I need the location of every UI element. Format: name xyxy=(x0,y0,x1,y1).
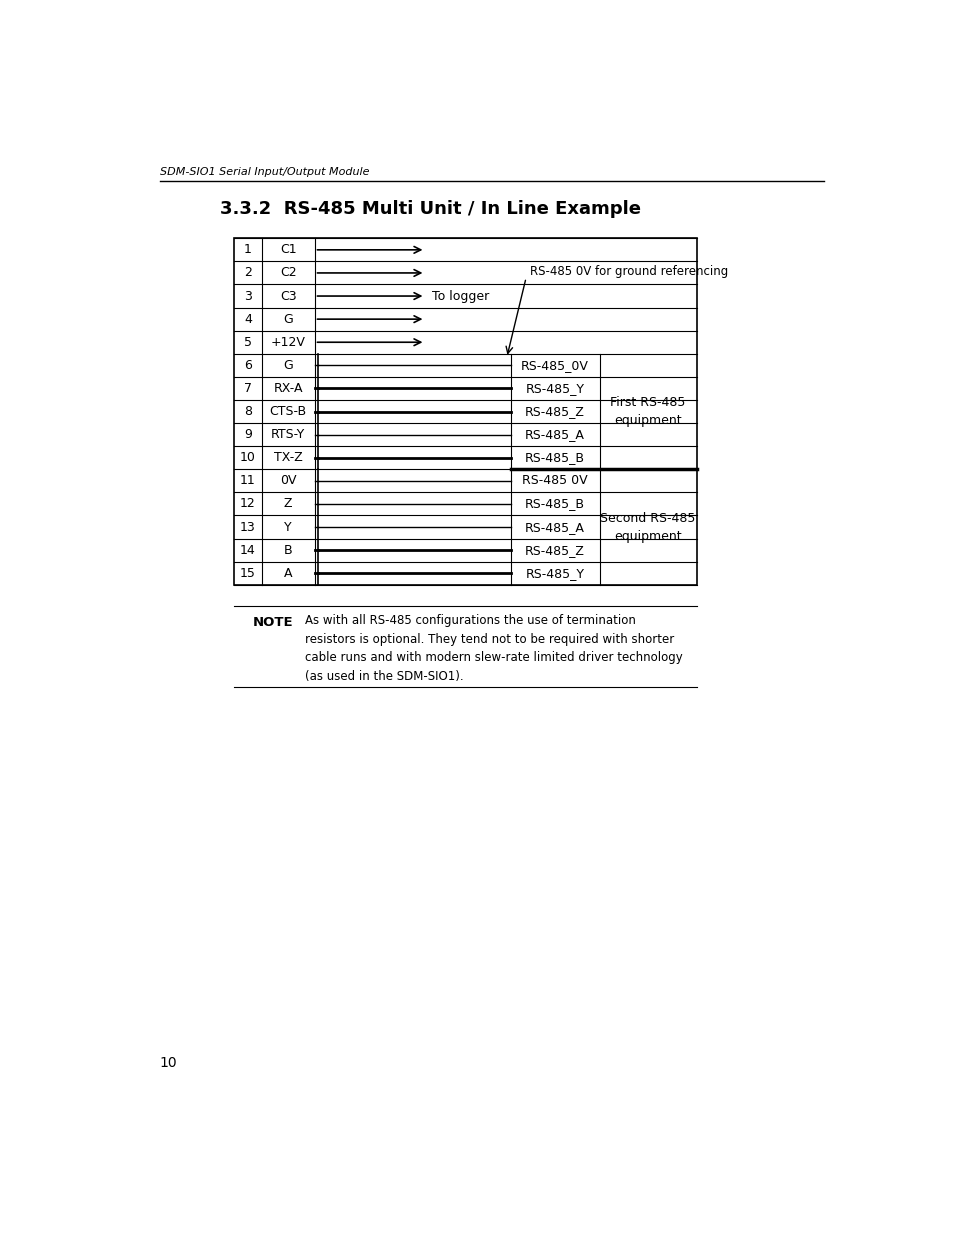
Text: RS-485_Z: RS-485_Z xyxy=(525,543,584,557)
Text: 0V: 0V xyxy=(279,474,296,488)
Text: 2: 2 xyxy=(244,267,252,279)
Text: SDM-SIO1 Serial Input/Output Module: SDM-SIO1 Serial Input/Output Module xyxy=(159,168,369,178)
Text: CTS-B: CTS-B xyxy=(270,405,307,417)
Text: 3.3.2  RS-485 Multi Unit / In Line Example: 3.3.2 RS-485 Multi Unit / In Line Exampl… xyxy=(220,200,640,217)
Text: 12: 12 xyxy=(240,498,255,510)
Text: Z: Z xyxy=(284,498,293,510)
Text: RS-485_A: RS-485_A xyxy=(525,429,584,441)
Text: 8: 8 xyxy=(244,405,252,417)
Text: To logger: To logger xyxy=(431,289,488,303)
Text: RS-485_B: RS-485_B xyxy=(525,451,584,464)
Text: 10: 10 xyxy=(240,451,255,464)
Text: RS-485_Y: RS-485_Y xyxy=(525,567,584,579)
Text: 7: 7 xyxy=(244,382,252,395)
Text: First RS-485
equipment: First RS-485 equipment xyxy=(610,396,685,427)
Text: RTS-Y: RTS-Y xyxy=(271,429,305,441)
Text: C3: C3 xyxy=(279,289,296,303)
Text: 13: 13 xyxy=(240,520,255,534)
Text: Second RS-485
equipment: Second RS-485 equipment xyxy=(599,511,695,542)
Text: B: B xyxy=(284,543,293,557)
Text: A: A xyxy=(284,567,293,579)
Text: 6: 6 xyxy=(244,359,252,372)
Text: 9: 9 xyxy=(244,429,252,441)
Text: 11: 11 xyxy=(240,474,255,488)
Text: RX-A: RX-A xyxy=(274,382,303,395)
Text: G: G xyxy=(283,312,293,326)
Text: C2: C2 xyxy=(279,267,296,279)
Text: 1: 1 xyxy=(244,243,252,257)
Text: TX-Z: TX-Z xyxy=(274,451,302,464)
Text: 10: 10 xyxy=(159,1056,177,1070)
Text: C1: C1 xyxy=(279,243,296,257)
Text: RS-485_Z: RS-485_Z xyxy=(525,405,584,417)
Text: RS-485 0V: RS-485 0V xyxy=(522,474,587,488)
Text: G: G xyxy=(283,359,293,372)
Text: RS-485_A: RS-485_A xyxy=(525,520,584,534)
Text: 15: 15 xyxy=(240,567,255,579)
Text: As with all RS-485 configurations the use of termination
resistors is optional. : As with all RS-485 configurations the us… xyxy=(305,614,682,683)
Text: Y: Y xyxy=(284,520,292,534)
Text: 5: 5 xyxy=(244,336,252,348)
Text: RS-485 0V for ground referencing: RS-485 0V for ground referencing xyxy=(530,264,727,278)
Text: 14: 14 xyxy=(240,543,255,557)
Text: RS-485_B: RS-485_B xyxy=(525,498,584,510)
Text: RS-485_0V: RS-485_0V xyxy=(520,359,589,372)
Text: 4: 4 xyxy=(244,312,252,326)
Bar xyxy=(233,238,696,585)
Text: +12V: +12V xyxy=(271,336,305,348)
Text: RS-485_Y: RS-485_Y xyxy=(525,382,584,395)
Text: NOTE: NOTE xyxy=(253,615,294,629)
Text: 3: 3 xyxy=(244,289,252,303)
